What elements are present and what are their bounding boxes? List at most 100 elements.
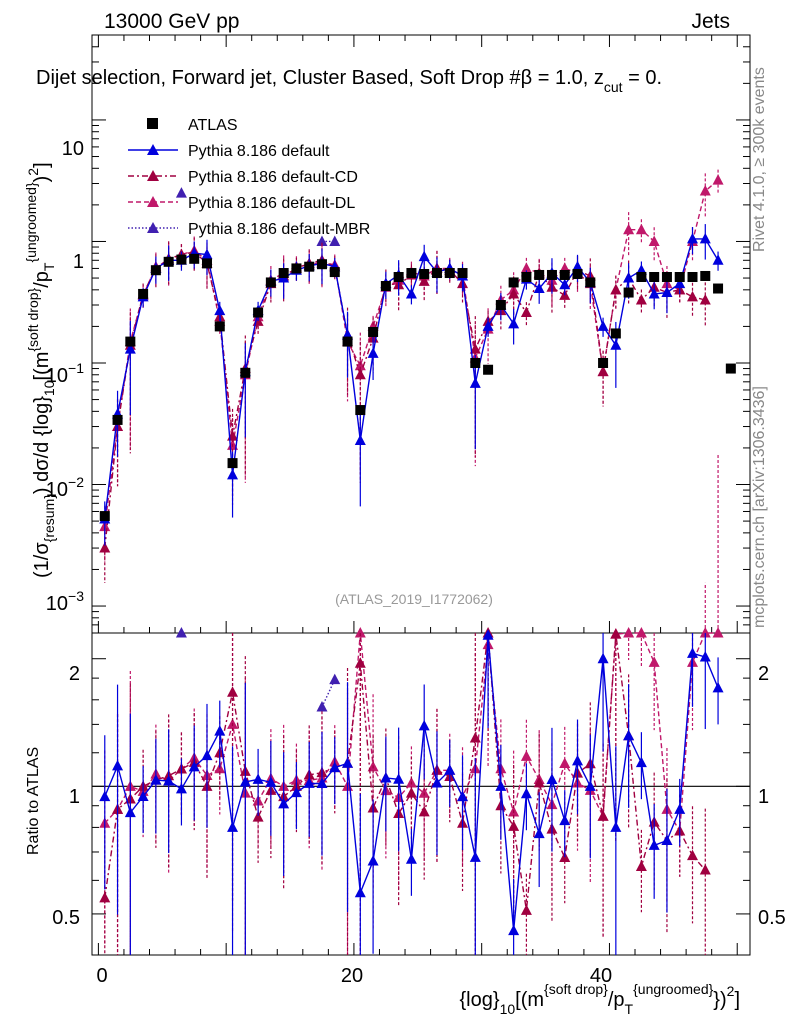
marker-default	[227, 468, 239, 480]
marker-atlas	[674, 272, 685, 283]
ratio-marker-default	[303, 777, 315, 788]
plot-title-end: = 0.	[623, 67, 662, 89]
marker-atlas	[406, 268, 417, 279]
ratio-marker-default	[367, 854, 379, 866]
marker-default	[418, 250, 430, 262]
ratio-marker-default	[508, 924, 520, 936]
marker-default	[623, 272, 635, 283]
marker-default	[354, 434, 366, 446]
ratio-marker-default	[699, 650, 711, 662]
ratio-tick-label-1-right: 1	[758, 786, 769, 808]
ratio-marker-default	[239, 775, 251, 787]
marker-cd	[597, 365, 609, 377]
marker-atlas	[125, 336, 136, 347]
marker-cd	[418, 275, 430, 286]
marker-atlas	[610, 328, 621, 339]
ratio-marker-default	[265, 776, 277, 787]
marker-default	[661, 286, 673, 298]
marker-cd	[635, 293, 647, 305]
ratio-marker-default	[444, 764, 456, 775]
ratio-tick-label-2-right: 2	[758, 663, 769, 685]
ratio-marker-mbr	[175, 627, 187, 638]
marker-atlas	[163, 256, 174, 267]
ratio-marker-dl	[520, 750, 532, 761]
marker-cd	[508, 287, 520, 299]
ratio-marker-default	[418, 719, 430, 731]
ratio-marker-default	[163, 774, 175, 786]
ratio-line-dl	[104, 632, 719, 834]
marker-atlas	[189, 253, 200, 264]
ratio-tick-label-1-left: 1	[69, 786, 80, 808]
ratio-marker-cd	[699, 864, 711, 875]
ratio-marker-dl	[648, 656, 660, 667]
ratio-marker-cd	[99, 891, 111, 903]
marker-cd	[520, 306, 532, 318]
ratio-marker-default	[393, 773, 405, 784]
marker-cd	[469, 343, 481, 354]
ratio-marker-cd	[597, 810, 609, 821]
marker-atlas	[99, 511, 110, 522]
ratio-marker-default	[252, 773, 264, 784]
marker-atlas	[495, 300, 506, 311]
marker-default	[508, 317, 520, 329]
ratio-marker-cd	[508, 820, 520, 831]
ratio-marker-dl	[712, 627, 724, 638]
axis-ticks	[92, 34, 750, 955]
marker-atlas	[304, 261, 315, 272]
marker-default	[201, 248, 213, 260]
marker-atlas	[138, 288, 149, 299]
legend-label-atlas: ATLAS	[188, 117, 238, 134]
ratio-marker-default	[201, 749, 213, 761]
marker-atlas	[380, 281, 391, 292]
ratio-marker-default	[687, 647, 699, 658]
marker-default	[124, 343, 136, 354]
legend-marker-cd	[147, 170, 159, 181]
marker-atlas	[636, 272, 647, 283]
marker-atlas	[598, 357, 609, 368]
marker-atlas	[240, 367, 251, 378]
marker-atlas	[329, 267, 340, 278]
ratio-marker-cd	[354, 657, 366, 668]
marker-atlas	[342, 336, 353, 347]
marker-default	[214, 304, 226, 316]
marker-default	[597, 320, 609, 331]
marker-atlas	[713, 283, 724, 294]
ratio-marker-default	[520, 787, 532, 799]
marker-atlas	[483, 364, 494, 375]
ratio-marker-dl	[699, 627, 711, 638]
ratio-marker-default	[469, 851, 481, 862]
marker-default	[687, 232, 699, 244]
marker-default	[533, 282, 545, 294]
marker-atlas	[521, 272, 532, 283]
ratio-marker-default	[559, 814, 571, 826]
x-tick-label-20: 20	[341, 965, 363, 987]
ratio-line-mbr	[321, 679, 336, 708]
marker-atlas	[559, 269, 570, 280]
marker-cd	[699, 293, 711, 305]
legend-label-dl: Pythia 8.186 default-DL	[188, 195, 355, 212]
ratio-marker-default	[572, 754, 584, 766]
marker-atlas	[687, 272, 698, 283]
ratio-marker-default	[712, 681, 724, 693]
marker-atlas	[534, 269, 545, 280]
ratio-marker-default	[137, 790, 149, 802]
marker-atlas	[393, 272, 404, 283]
ratio-marker-cd	[687, 849, 699, 861]
marker-default	[469, 377, 481, 388]
ratio-marker-default	[278, 797, 290, 809]
legend-marker-dl	[147, 196, 159, 207]
ratio-marker-dl	[635, 627, 647, 638]
marker-dl	[354, 359, 366, 371]
ratio-marker-dl	[623, 627, 635, 638]
plot-title-cut: cut	[604, 79, 623, 95]
ratio-frame	[91, 632, 751, 956]
marker-atlas	[661, 272, 672, 283]
marker-default	[572, 260, 584, 272]
ratio-marker-default	[431, 777, 443, 788]
ratio-marker-default	[316, 777, 328, 789]
marker-dl	[648, 235, 660, 246]
marker-atlas	[546, 269, 557, 280]
marker-mbr	[316, 235, 328, 246]
rivet-label: Rivet 4.1.0, ≥ 300k events	[751, 67, 768, 252]
